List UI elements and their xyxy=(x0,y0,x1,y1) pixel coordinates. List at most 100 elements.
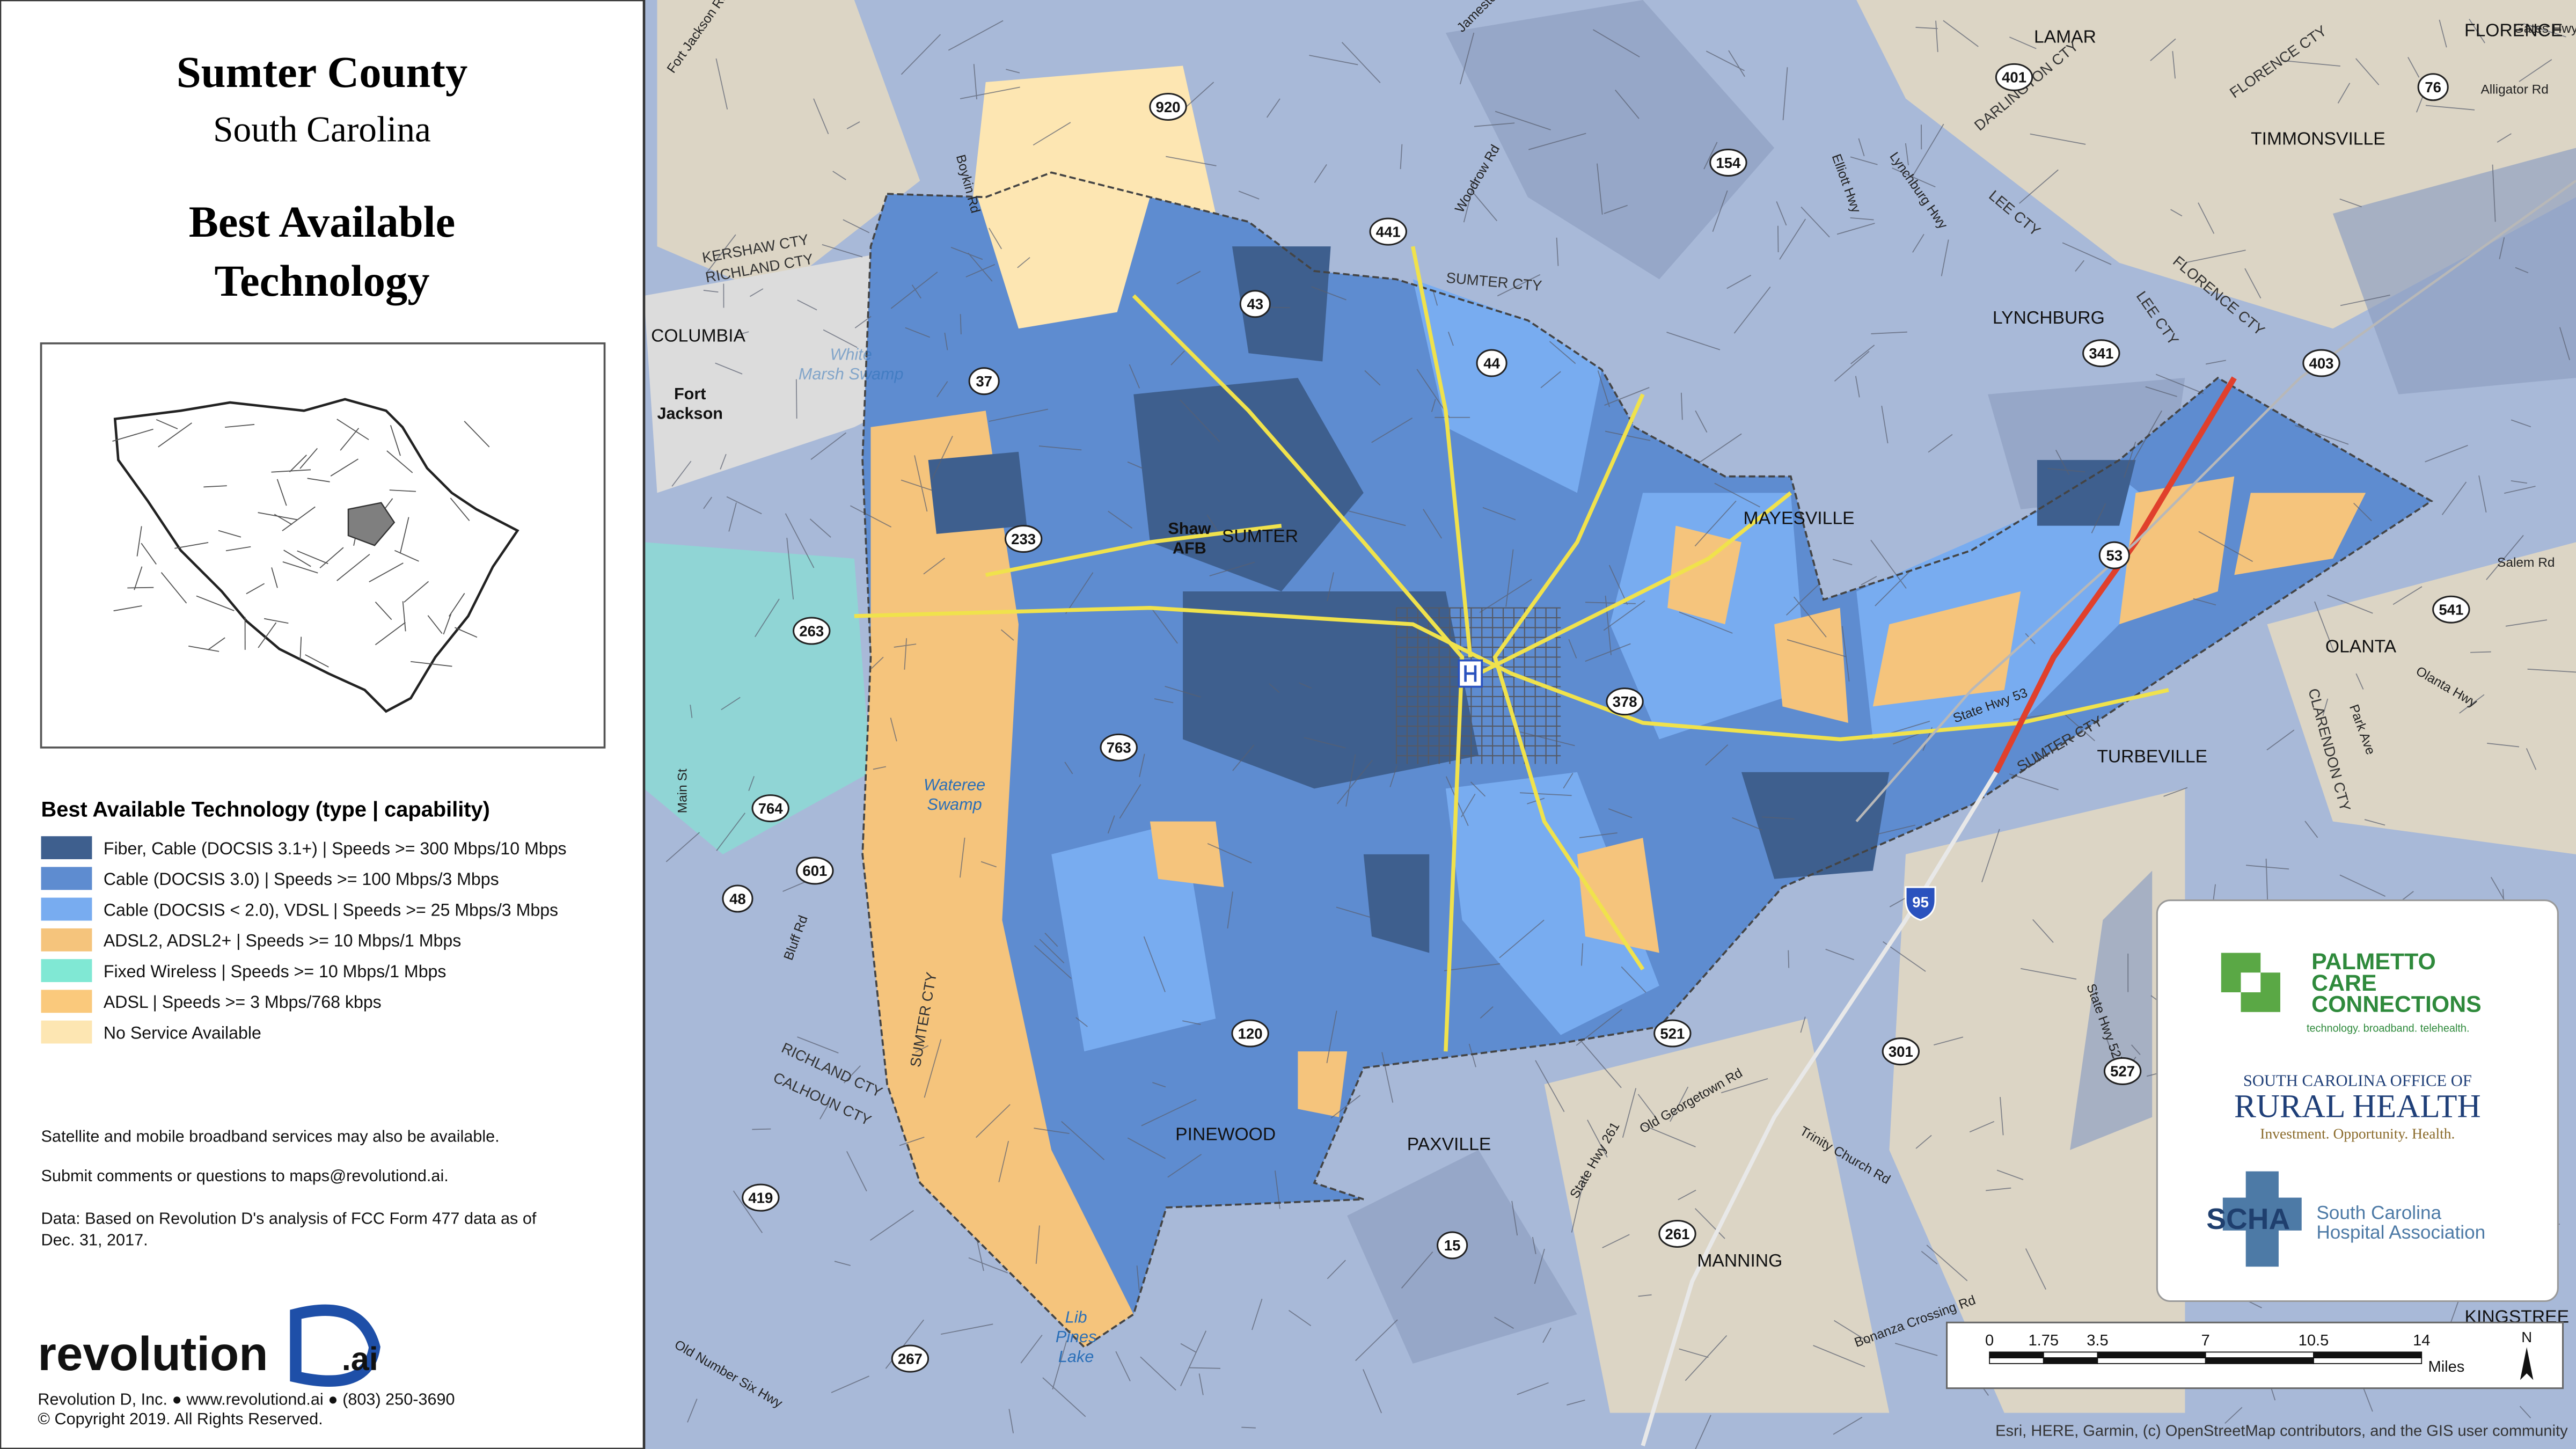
pcc-name: CONNECTIONS xyxy=(2311,992,2482,1018)
hospital-h xyxy=(1464,665,1477,682)
route-number: 95 xyxy=(1912,894,1929,910)
local-road xyxy=(2055,450,2070,475)
road-name: Main St xyxy=(676,769,690,813)
local-road xyxy=(1468,1043,1476,1067)
scha-name: South Carolina xyxy=(2316,1202,2441,1223)
local-road xyxy=(2032,919,2054,943)
route-number: 401 xyxy=(2002,69,2026,86)
local-road xyxy=(1921,1250,1938,1265)
local-road xyxy=(2266,729,2295,751)
local-road xyxy=(936,381,948,398)
local-road xyxy=(690,705,693,718)
local-road xyxy=(2497,133,2512,143)
local-road xyxy=(834,1261,851,1266)
local-road xyxy=(1064,762,1073,774)
local-road xyxy=(1266,98,1280,118)
local-road xyxy=(1779,218,1806,260)
local-road xyxy=(2339,874,2385,897)
local-road xyxy=(2322,698,2329,716)
local-road xyxy=(1871,331,1907,334)
inset-county-line xyxy=(340,428,360,451)
inset-county-line xyxy=(297,550,328,565)
local-road xyxy=(1813,1345,1865,1367)
route-shield xyxy=(1231,1019,1269,1048)
local-road xyxy=(2198,531,2253,562)
place-label: OLANTA xyxy=(2325,636,2397,656)
local-road xyxy=(1666,332,1721,350)
local-road xyxy=(1252,1298,1263,1330)
local-road xyxy=(1733,287,1771,334)
route-number: 341 xyxy=(2089,345,2113,362)
route-number: 521 xyxy=(1660,1025,1685,1042)
route-shield xyxy=(742,1183,780,1212)
local-road xyxy=(1841,626,1850,682)
local-road xyxy=(1875,569,1912,606)
local-road xyxy=(1511,1201,1518,1236)
local-road xyxy=(1150,607,1178,644)
inset-county-line xyxy=(336,419,369,441)
local-road xyxy=(1006,69,1020,74)
route-shield xyxy=(968,367,1000,396)
route-number: 403 xyxy=(2309,355,2334,371)
local-road xyxy=(1527,797,1545,804)
inset-county-line xyxy=(443,613,452,635)
orh-tagline: Investment. Opportunity. Health. xyxy=(2260,1125,2455,1141)
scale-segment xyxy=(1989,1351,2044,1359)
neighbor-region xyxy=(2332,148,2576,394)
local-road xyxy=(2499,237,2505,259)
local-road xyxy=(1621,966,1646,993)
fiber-area xyxy=(1741,772,1890,879)
local-road xyxy=(831,1375,869,1393)
place-label: MANNING xyxy=(1697,1251,1782,1271)
neighbor-region xyxy=(1544,1018,1890,1413)
local-road xyxy=(1892,167,1936,188)
local-road xyxy=(1482,507,1516,521)
route-shield xyxy=(1369,217,1407,246)
local-road xyxy=(665,832,700,862)
local-road xyxy=(1470,781,1486,797)
local-road xyxy=(2486,535,2524,580)
place-label: PINEWOOD xyxy=(1175,1124,1276,1144)
route-shield xyxy=(2082,339,2120,368)
local-road xyxy=(1034,945,1072,979)
local-road xyxy=(1714,482,1760,508)
local-road xyxy=(823,329,858,348)
local-road xyxy=(1894,1343,1938,1356)
legend-swatch xyxy=(41,897,92,921)
local-road xyxy=(1179,399,1220,442)
local-road xyxy=(2155,374,2204,394)
local-road xyxy=(1299,682,1312,689)
route-number: 261 xyxy=(1665,1226,1690,1242)
inset-county-line xyxy=(271,469,311,473)
cable-light-area xyxy=(1445,772,1659,1035)
local-road xyxy=(2186,250,2246,264)
inset-county-line xyxy=(330,458,358,477)
local-road xyxy=(998,1140,1009,1182)
local-road xyxy=(1304,737,1346,749)
local-road xyxy=(752,1128,771,1130)
note: Dec. 31, 2017. xyxy=(41,1231,148,1249)
local-road xyxy=(1127,461,1143,469)
local-road xyxy=(1075,1017,1088,1027)
inset-county-line xyxy=(174,542,209,549)
route-number: 301 xyxy=(1889,1043,1913,1060)
local-road xyxy=(2145,386,2177,397)
local-road xyxy=(2527,668,2576,673)
local-road xyxy=(931,436,953,480)
local-road xyxy=(797,1036,839,1053)
local-road xyxy=(1834,1320,1871,1344)
local-road xyxy=(854,316,872,328)
inset-county-line xyxy=(207,637,225,650)
scale-segment xyxy=(2205,1357,2314,1364)
route-number: 527 xyxy=(2110,1063,2135,1080)
inset-county-line xyxy=(203,485,227,488)
inset-county-line xyxy=(390,425,401,456)
local-road xyxy=(819,1102,830,1119)
local-road xyxy=(1926,1245,1968,1282)
scha-abbr: SCHA xyxy=(2206,1202,2290,1235)
inset-county-line xyxy=(389,489,416,492)
local-road xyxy=(1834,350,1870,382)
local-road xyxy=(726,496,762,515)
local-road xyxy=(755,598,780,638)
local-road xyxy=(2478,475,2487,513)
